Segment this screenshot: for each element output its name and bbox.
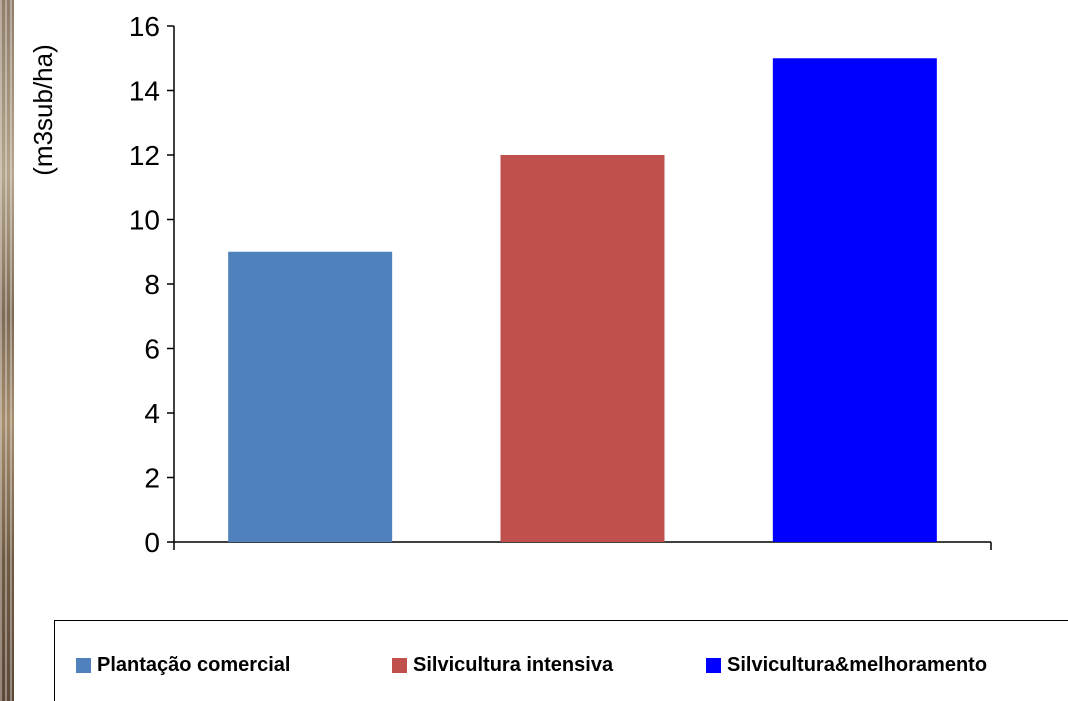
x-axis: [173, 541, 992, 550]
y-tick-label: 14: [129, 76, 160, 107]
y-axis: 0 2 4 6 8 10 12 14 16: [129, 11, 175, 558]
y-tick-label: 4: [144, 398, 160, 429]
legend-swatch-plantacao-comercial: [76, 658, 91, 673]
bar-planta-o-comercial: [228, 251, 393, 542]
legend-label-silvicultura-intensiva: Silvicultura intensiva: [413, 654, 614, 676]
legend-swatch-silvicultura-intensiva: [392, 658, 407, 673]
y-tick-label: 8: [144, 269, 160, 300]
legend-item-plantacao-comercial: Plantação comercial: [76, 654, 290, 677]
y-tick-label: 2: [144, 463, 160, 494]
bar-silvicultura-melhoramento: [772, 58, 937, 542]
legend-item-silvicultura-melhoramento: Silvicultura&melhoramento: [706, 654, 987, 677]
y-tick-label: 6: [144, 334, 160, 365]
legend-swatch-silvicultura-melhoramento: [706, 658, 721, 673]
bar-silvicultura-intensiva: [500, 155, 665, 542]
y-tick-label: 16: [129, 11, 160, 42]
bar-chart: 0 2 4 6 8 10 12 14 16 (m3sub/ha): [28, 11, 992, 558]
y-tick-label: 12: [129, 140, 160, 171]
legend-label-silvicultura-melhoramento: Silvicultura&melhoramento: [727, 654, 988, 676]
y-tick-label: 0: [144, 527, 160, 558]
y-axis-label: (m3sub/ha): [28, 44, 58, 176]
legend: [54, 620, 1068, 701]
legend-item-silvicultura-intensiva: Silvicultura intensiva: [392, 654, 613, 677]
bar-series: [228, 58, 937, 542]
legend-label-plantacao-comercial: Plantação comercial: [97, 654, 291, 676]
background-photo-strip: [0, 0, 14, 701]
y-tick-label: 10: [129, 205, 160, 236]
